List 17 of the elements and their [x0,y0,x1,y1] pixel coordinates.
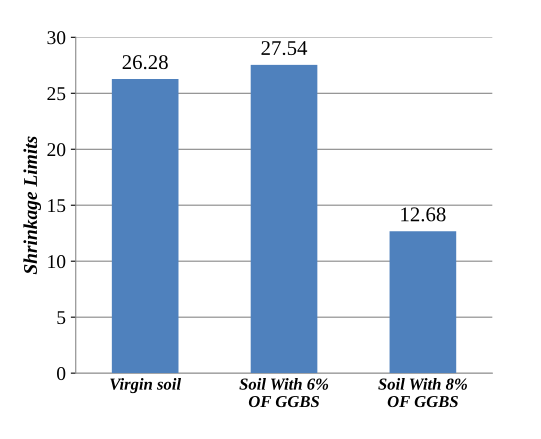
y-tick-label: 10 [48,255,66,268]
y-tick-label: 5 [57,311,66,324]
data-label: 12.68 [401,207,446,222]
data-label: 27.54 [262,41,308,56]
bar [390,231,456,374]
y-axis-title: Shrinkage Limits [23,136,42,274]
x-tick-label: Virgin soil [110,378,182,394]
bar [250,64,318,374]
y-tick-label: 15 [48,199,66,212]
bar [112,78,178,374]
y-tick-label: 20 [47,143,66,156]
y-tick-label: 0 [57,366,66,380]
x-tick-label: Soil With 6% OF GGBS [239,378,328,408]
y-tick-label: 25 [47,87,66,100]
y-tick-label: 30 [48,31,66,44]
x-tick-label: Soil With 8% OF GGBS [378,378,467,408]
data-label: 26.28 [122,55,168,70]
